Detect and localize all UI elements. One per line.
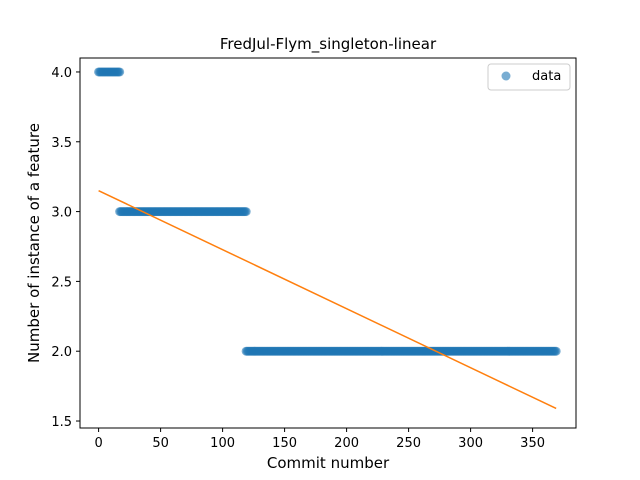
x-tick-label-250: 250 xyxy=(396,436,421,451)
y-tick-label-4: 3.5 xyxy=(51,136,72,151)
y-tick-label-3: 3.0 xyxy=(51,206,72,221)
data-point-120 xyxy=(241,207,251,217)
data-point-371 xyxy=(551,346,561,356)
x-tick-label-150: 150 xyxy=(272,436,297,451)
y-axis-label: Number of instance of a feature xyxy=(25,123,43,363)
chart-title: FredJul-Flym_singleton-linear xyxy=(220,35,437,54)
data-point-17 xyxy=(115,67,125,77)
x-tick-label-300: 300 xyxy=(458,436,483,451)
y-tick-label-5: 4.0 xyxy=(51,66,72,81)
x-tick-label-100: 100 xyxy=(210,436,235,451)
x-tick-label-50: 50 xyxy=(152,436,169,451)
x-axis-label: Commit number xyxy=(267,454,390,472)
x-tick-label-0: 0 xyxy=(94,436,102,451)
legend: data xyxy=(487,63,571,91)
legend-marker-data xyxy=(501,71,511,81)
x-axis-ticks: 0 50 100 150 200 250 300 350 xyxy=(94,428,545,451)
legend-box xyxy=(487,63,571,91)
fit-line xyxy=(98,189,557,410)
fit-line-segment xyxy=(98,189,557,410)
y-tick-label-0: 1.5 xyxy=(51,415,72,430)
y-tick-label-1: 2.0 xyxy=(51,345,72,360)
x-tick-label-350: 350 xyxy=(520,436,545,451)
axes-frame xyxy=(79,57,577,429)
plot-area xyxy=(94,67,561,410)
y-axis-ticks: 1.5 2.0 2.5 3.0 3.5 4.0 xyxy=(51,66,80,430)
x-tick-label-200: 200 xyxy=(334,436,359,451)
legend-label-data: data xyxy=(532,69,561,84)
scatter-points xyxy=(94,67,561,356)
y-tick-label-2: 2.5 xyxy=(51,275,72,290)
